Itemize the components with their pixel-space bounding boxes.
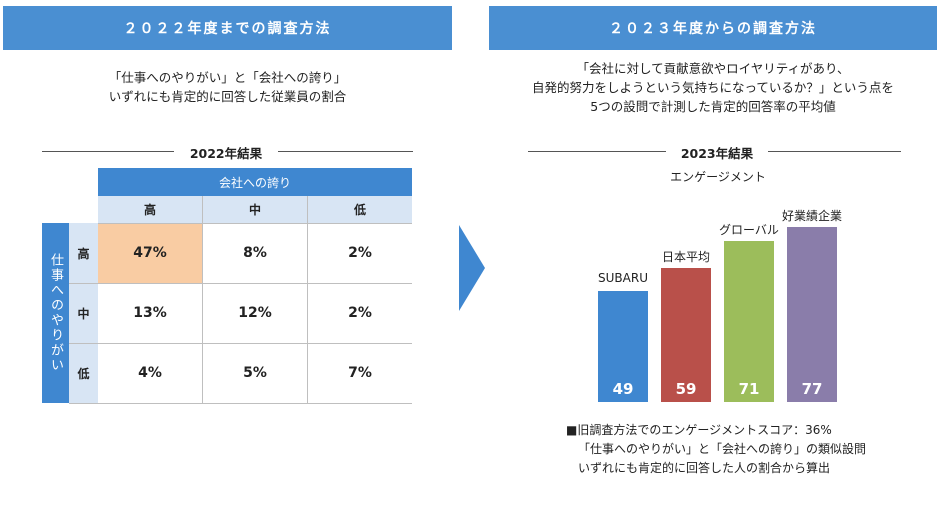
left-result-rule-left [42,151,174,152]
cell-high-mid: 8% [243,245,267,261]
footnote: ■旧調査方法でのエンゲージメントスコア：36% 「仕事へのやりがい」と「会社への… [566,421,906,478]
bar-value-label-2: 71 [738,380,760,398]
grid-h-3 [69,403,412,404]
cell-mid-mid: 12% [238,305,272,321]
grid-v-2 [307,196,308,403]
col-header-high: 高 [98,196,202,223]
right-result-rule-left [528,151,666,152]
right-result-title: 2023年結果 [680,146,754,161]
cell-mid-low: 2% [348,305,372,321]
footnote-line-3: いずれにも肯定的に回答した人の割合から算出 [578,461,831,475]
row-group-label: 仕事へのやりがい [48,253,63,373]
bar-value-label-3: 77 [801,380,823,398]
left-result-rule-right [278,151,413,152]
left-desc-line-2: いずれにも肯定的に回答した従業員の割合 [108,89,347,104]
col-header-mid: 中 [203,196,307,223]
row-group-header: 仕事へのやりがい [42,223,69,403]
chart-title: エンゲージメント [670,170,766,184]
bar-category-label-0: SUBARU [598,270,648,285]
grid-h-2 [69,343,412,344]
right-desc-line-3: 5つの設問で計測した肯定的回答率の平均値 [590,99,836,114]
col-header-low: 低 [308,196,412,223]
bar-value-label-1: 59 [675,380,697,398]
left-description: 「仕事へのやりがい」と「会社への誇り」 いずれにも肯定的に回答した従業員の割合 [3,68,452,106]
right-desc-line-2: 自発的努力をしようという気持ちになっているか？」という点を [532,80,894,95]
left-desc-line-1: 「仕事へのやりがい」と「会社への誇り」 [108,70,347,85]
left-result-title: 2022年結果 [189,146,263,161]
arrow-right-icon [459,225,485,311]
row-header-low: 低 [69,343,98,403]
grid-h-1 [69,283,412,284]
left-header: ２０２２年度までの調査方法 [3,6,452,50]
bar-value-label-0: 49 [612,380,634,398]
highlight-cell-bg [98,223,202,283]
bar-3 [787,227,837,402]
right-desc-line-1: 「会社に対して貢献意欲やロイヤリティがあり、 [576,61,850,76]
row-header-high: 高 [69,223,98,283]
cell-mid-high: 13% [133,305,167,321]
grid-v-1 [202,196,203,403]
grid-h-0 [98,223,412,224]
bar-category-label-1: 日本平均 [661,250,710,265]
cell-low-mid: 5% [243,365,267,381]
right-description: 「会社に対して貢献意欲やロイヤリティがあり、 自発的努力をしようという気持ちにな… [489,59,937,116]
cell-high-low: 2% [348,245,372,261]
bar-category-label-2: グローバル [719,222,779,237]
footnote-line-2: 「仕事へのやりがい」と「会社への誇り」の類似設問 [578,442,867,456]
footnote-line-1: ■旧調査方法でのエンゲージメントスコア：36% [566,423,832,437]
col-group-header: 会社への誇り [98,168,412,196]
row-header-mid: 中 [69,283,98,343]
right-result-rule-right [768,151,901,152]
right-header: ２０２３年度からの調査方法 [489,6,937,50]
cell-high-high: 47% [133,245,167,261]
engagement-matrix: 会社への誇り 高 中 低 仕事へのやりがい 高 中 低 47% 8% 2% 13… [42,168,412,404]
bar-category-label-3: 好業績企業 [781,209,842,224]
bar-2 [724,240,774,402]
bar-1 [661,268,711,402]
cell-low-low: 7% [348,365,372,381]
cell-low-high: 4% [138,365,162,381]
bar-0 [598,290,648,402]
